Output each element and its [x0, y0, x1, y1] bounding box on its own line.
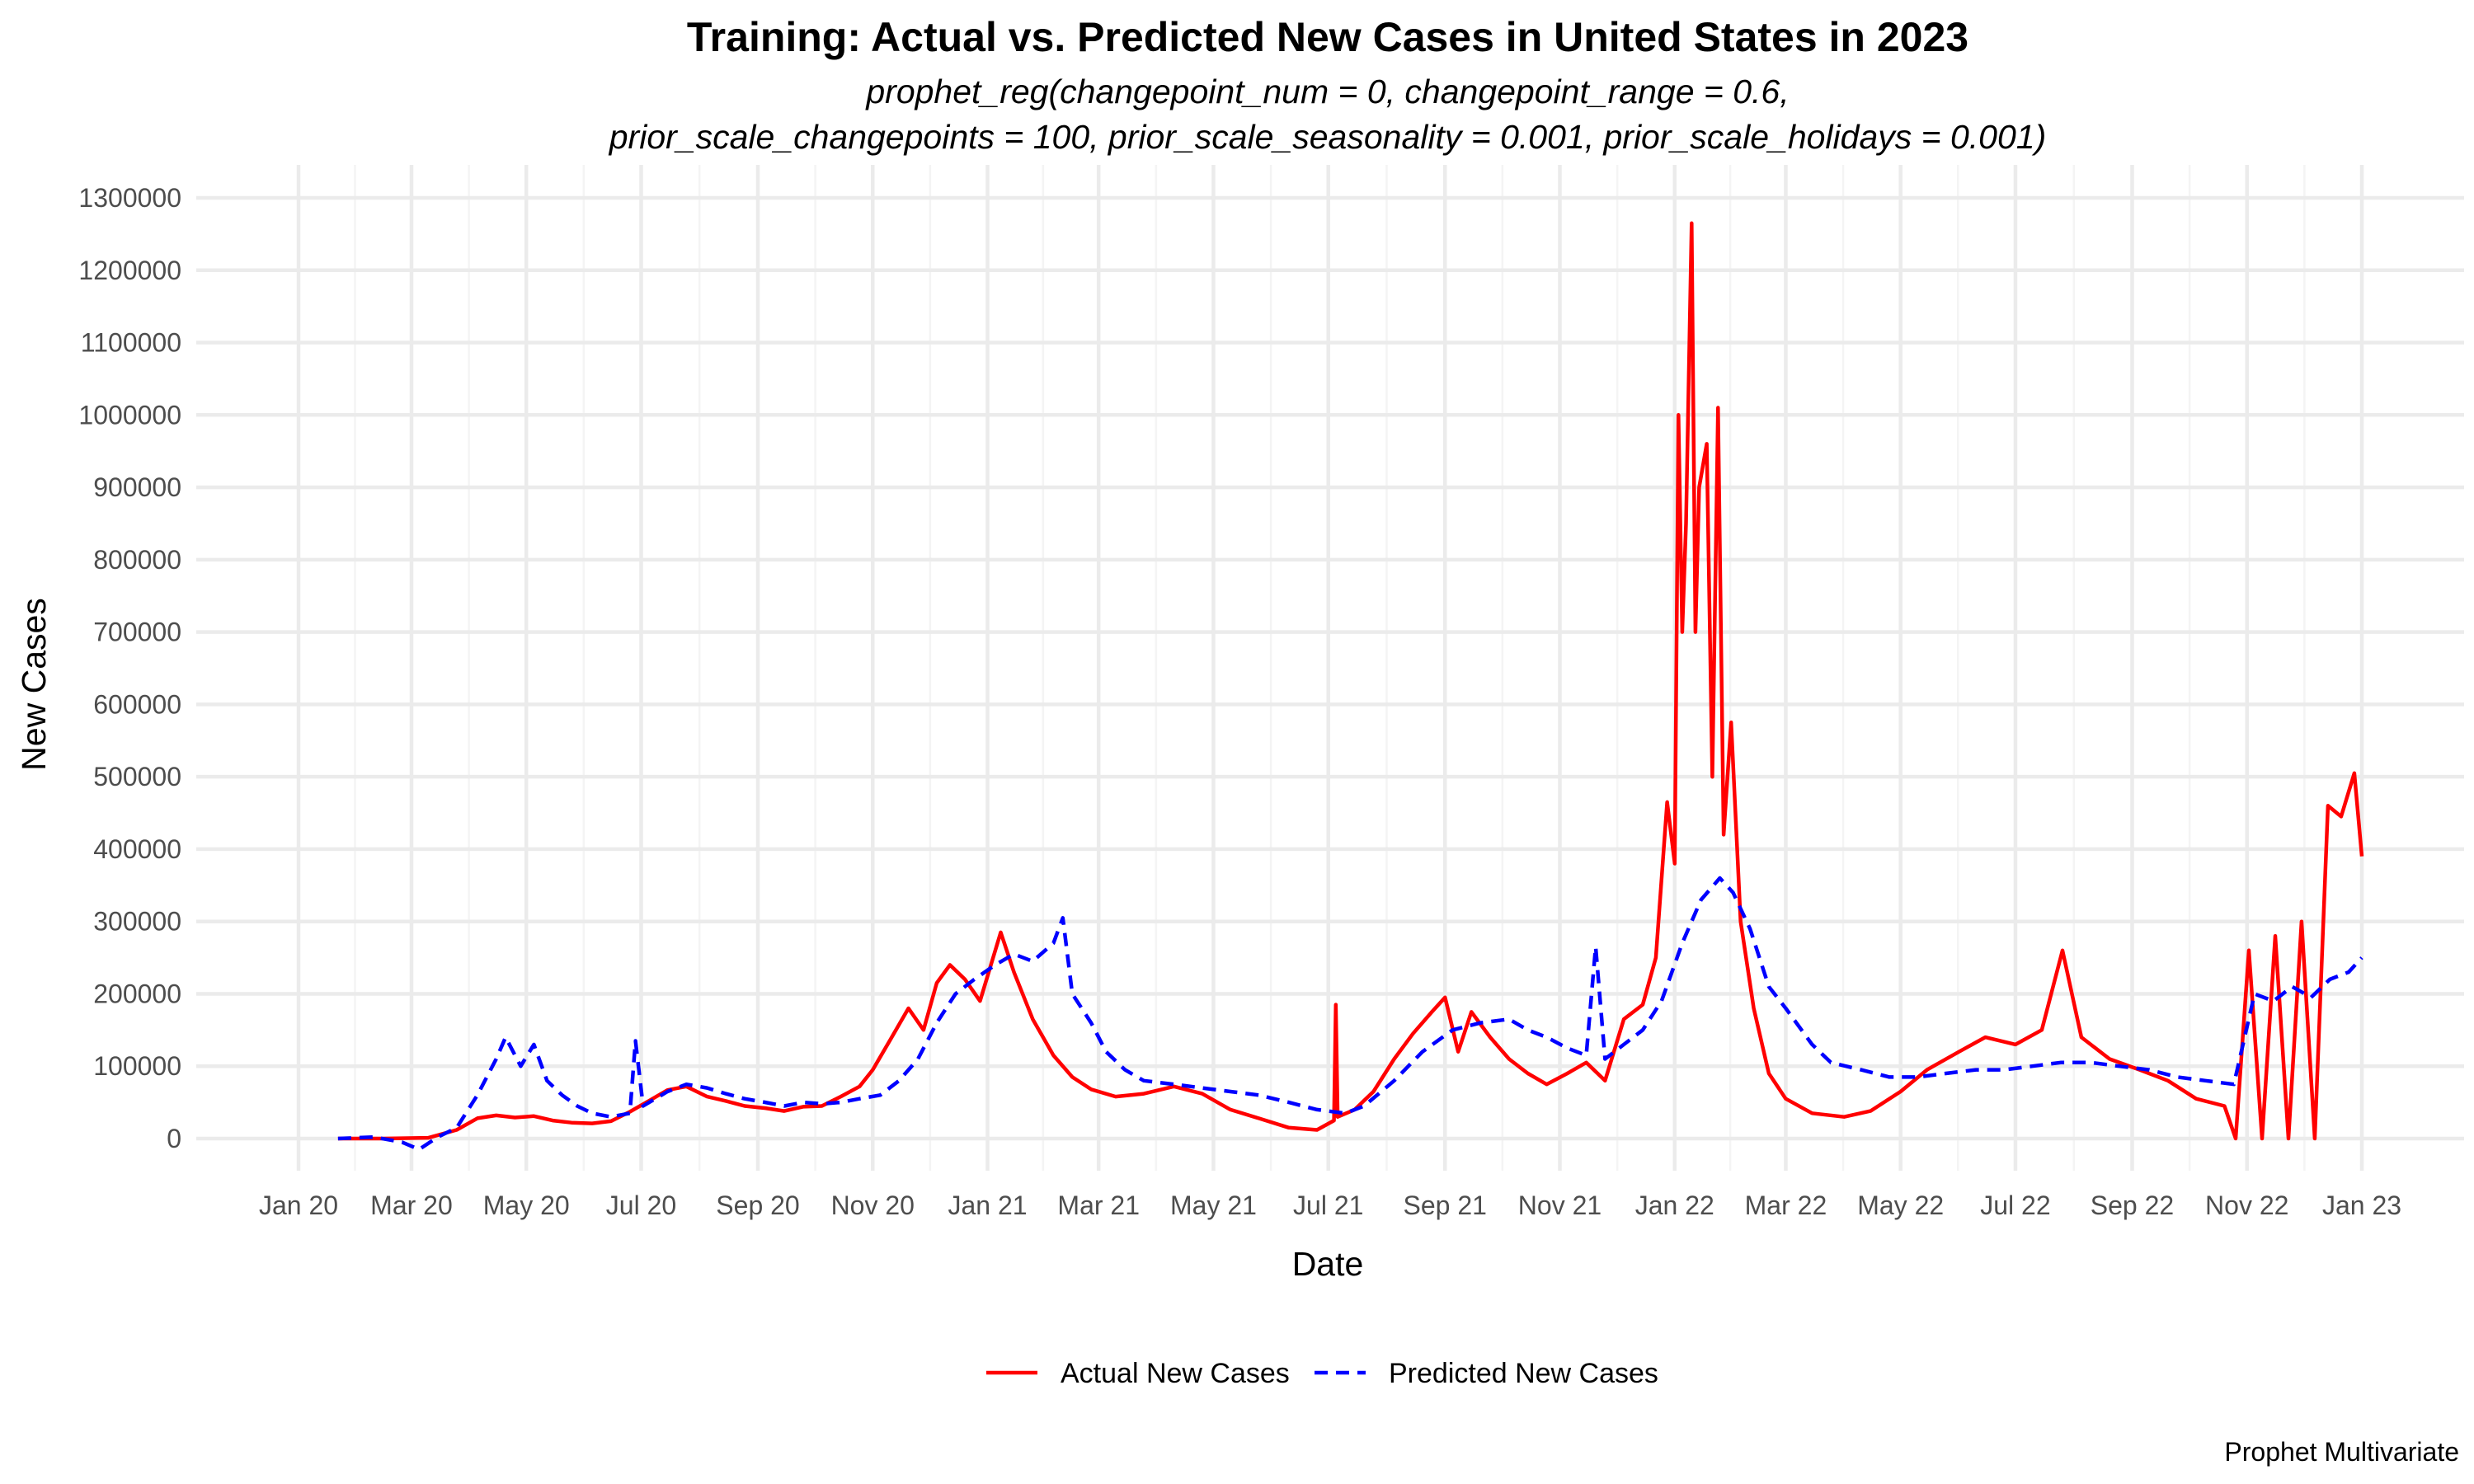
legend: Actual New Cases Predicted New Cases — [986, 1358, 1658, 1389]
x-tick-label: Jan 21 — [948, 1190, 1027, 1220]
series-lines — [337, 221, 2364, 1152]
x-tick-label: Nov 21 — [1518, 1190, 1602, 1220]
y-axis-title: New Cases — [15, 598, 53, 771]
chart-caption: Prophet Multivariate — [2224, 1437, 2459, 1467]
legend-label-predicted: Predicted New Cases — [1389, 1358, 1658, 1389]
x-tick-labels: Jan 20 Mar 20 May 20 Jul 20 Sep 20 Nov 20 Jan … — [259, 1190, 2401, 1220]
y-tick-label: 800000 — [93, 545, 181, 575]
x-tick-label: Jan 22 — [1635, 1190, 1714, 1220]
chart-subtitle-line-2: prior_scale_changepoints = 100, prior_sc… — [608, 118, 2046, 156]
chart-subtitle-line-1: prophet_reg(changepoint_num = 0, changep… — [864, 73, 1789, 110]
x-tick-label: Sep 20 — [716, 1190, 799, 1220]
x-tick-label: Jan 20 — [259, 1190, 338, 1220]
x-tick-label: May 22 — [1857, 1190, 1944, 1220]
legend-label-actual: Actual New Cases — [1061, 1358, 1290, 1389]
x-tick-label: Jan 23 — [2322, 1190, 2401, 1220]
x-tick-label: Nov 20 — [831, 1190, 915, 1220]
x-tick-label: May 20 — [483, 1190, 570, 1220]
series-line-actual — [337, 221, 2364, 1141]
x-tick-label: Jul 22 — [1980, 1190, 2050, 1220]
y-tick-labels: 0 100000 200000 300000 400000 500000 600000 700… — [78, 183, 181, 1153]
y-tick-label: 500000 — [93, 762, 181, 791]
y-tick-label: 400000 — [93, 834, 181, 864]
y-tick-label: 700000 — [93, 618, 181, 647]
x-tick-label: Nov 22 — [2205, 1190, 2288, 1220]
y-tick-label: 1100000 — [81, 328, 181, 358]
series-line-predicted — [337, 876, 2363, 1152]
y-tick-label: 100000 — [93, 1051, 181, 1081]
x-tick-label: Mar 20 — [370, 1190, 453, 1220]
x-axis-title: Date — [1292, 1245, 1364, 1283]
y-tick-label: 300000 — [93, 907, 181, 937]
x-tick-label: Sep 21 — [1404, 1190, 1487, 1220]
grid-minor — [354, 165, 2306, 1171]
y-tick-label: 900000 — [93, 472, 181, 502]
y-tick-label: 1200000 — [78, 256, 181, 285]
y-tick-label: 200000 — [93, 979, 181, 1008]
x-tick-label: Jul 20 — [606, 1190, 676, 1220]
x-tick-label: Mar 22 — [1745, 1190, 1827, 1220]
x-tick-label: Jul 21 — [1293, 1190, 1363, 1220]
y-tick-label: 600000 — [93, 689, 181, 719]
y-tick-label: 1300000 — [78, 183, 181, 213]
x-tick-label: May 21 — [1170, 1190, 1257, 1220]
x-tick-label: Sep 22 — [2091, 1190, 2174, 1220]
y-tick-label: 0 — [167, 1124, 181, 1153]
chart-title: Training: Actual vs. Predicted New Cases… — [687, 14, 1968, 60]
y-tick-label: 1000000 — [78, 400, 181, 430]
x-tick-label: Mar 21 — [1057, 1190, 1140, 1220]
grid-major — [196, 165, 2464, 1171]
